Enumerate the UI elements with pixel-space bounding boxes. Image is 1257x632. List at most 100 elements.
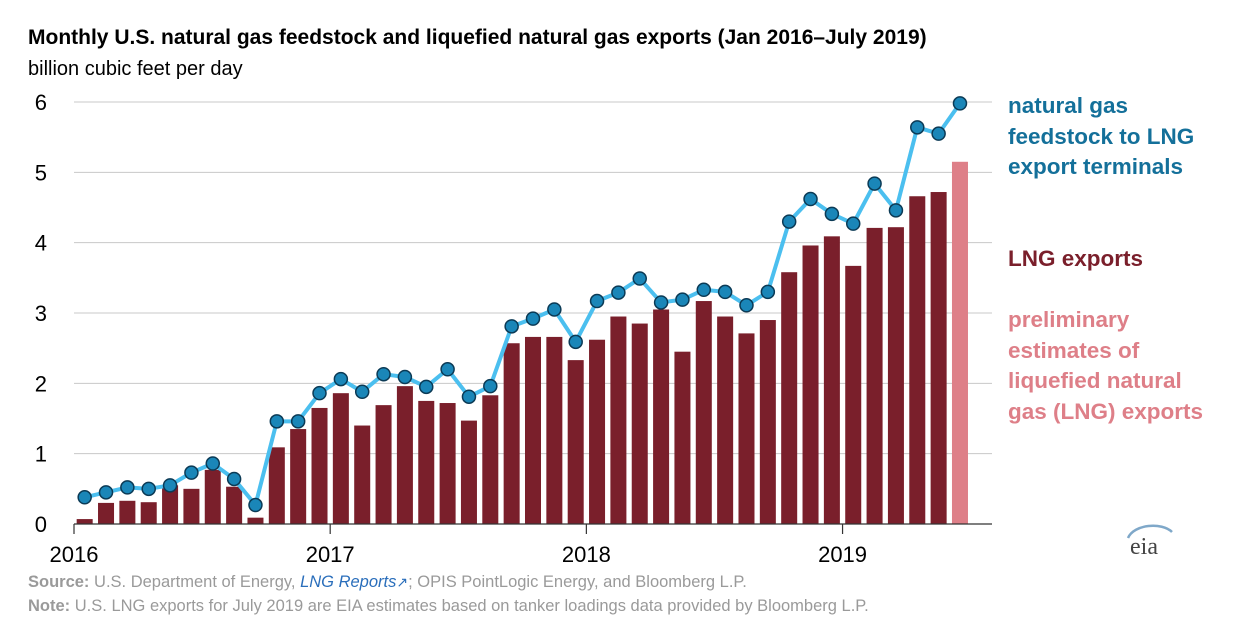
note-text: U.S. LNG exports for July 2019 are EIA e… <box>74 597 869 615</box>
feedstock-point <box>867 176 882 191</box>
feedstock-point <box>483 378 498 394</box>
lng-export-bar <box>909 196 926 524</box>
feedstock-point <box>910 120 925 135</box>
bar-layer <box>76 161 968 525</box>
lng-export-bar <box>98 502 115 524</box>
lng-export-bar <box>781 272 798 524</box>
feedstock-point <box>419 379 434 395</box>
feedstock-point <box>397 369 413 385</box>
lng-export-bar <box>503 343 520 524</box>
feedstock-point <box>248 497 263 513</box>
x-tick-label: 2017 <box>306 542 355 567</box>
lng-export-bar <box>396 386 413 524</box>
legend-preliminary: preliminary estimates of liquefied natur… <box>1008 307 1204 424</box>
footer-source: Source: U.S. Department of Energy, LNG R… <box>28 573 747 592</box>
lng-export-bar <box>674 351 691 524</box>
lng-export-bar <box>695 301 712 524</box>
feedstock-point <box>760 284 776 300</box>
lng-export-bar <box>589 339 606 524</box>
feedstock-point <box>781 214 797 229</box>
feedstock-point <box>611 285 626 300</box>
feedstock-point <box>98 485 114 500</box>
x-tick-label: 2018 <box>562 542 611 567</box>
feedstock-point <box>739 298 754 313</box>
feedstock-point <box>205 456 221 471</box>
chart-title: Monthly U.S. natural gas feedstock and l… <box>28 26 927 49</box>
y-tick-label: 3 <box>35 301 47 326</box>
lng-export-bar <box>887 227 904 524</box>
lng-export-bar <box>866 227 883 524</box>
lng-export-bar <box>119 500 136 524</box>
lng-export-bar <box>802 245 819 525</box>
lng-export-bar <box>482 395 499 524</box>
feedstock-point <box>269 414 285 429</box>
lng-export-bar <box>354 425 371 524</box>
lng-export-bar <box>162 485 179 524</box>
feedstock-point <box>717 284 733 300</box>
lng-export-bar <box>268 447 285 524</box>
svg-text:eia: eia <box>1130 534 1158 560</box>
lng-export-bar <box>823 236 840 524</box>
x-tick-label: 2019 <box>818 542 867 567</box>
feedstock-point <box>675 292 690 307</box>
y-tick-label: 4 <box>35 231 47 256</box>
lng-export-bar <box>247 517 264 524</box>
feedstock-point <box>525 311 541 326</box>
y-tick-label: 6 <box>35 90 47 115</box>
y-tick-label: 1 <box>35 442 47 467</box>
feedstock-point <box>120 480 135 495</box>
source-text: U.S. Department of Energy, <box>94 573 296 591</box>
legend-lng-exports: LNG exports <box>1008 246 1144 271</box>
source-label: Source: <box>28 573 90 591</box>
lng-export-bar <box>140 502 157 524</box>
lng-export-bar <box>439 403 456 524</box>
feedstock-point <box>888 203 904 218</box>
feedstock-point <box>696 282 712 298</box>
feedstock-point <box>803 191 818 207</box>
feedstock-point <box>77 490 92 505</box>
lng-export-bar <box>204 469 221 524</box>
feedstock-point <box>504 319 519 334</box>
feedstock-point <box>184 465 199 480</box>
feedstock-point <box>547 302 562 317</box>
lng-export-bar <box>290 429 307 524</box>
feedstock-point <box>824 206 840 222</box>
lng-export-bar <box>717 316 734 524</box>
lng-export-bar <box>631 323 648 524</box>
lng-export-bar <box>460 420 477 524</box>
lng-export-bar <box>930 192 947 524</box>
lng-export-bar <box>759 320 776 524</box>
feedstock-point <box>952 96 968 111</box>
lng-export-bar <box>332 393 349 524</box>
feedstock-point <box>568 334 583 350</box>
feedstock-point <box>931 126 946 141</box>
eia-logo: eia <box>1126 524 1173 560</box>
lng-reports-link[interactable]: LNG Reports <box>300 573 397 591</box>
feedstock-point <box>226 471 242 487</box>
y-tick-label: 0 <box>35 512 47 537</box>
feedstock-point <box>333 371 349 387</box>
lng-export-bar <box>76 519 93 524</box>
y-tick-label: 5 <box>35 160 47 185</box>
feedstock-point <box>312 385 327 401</box>
lng-export-bar <box>418 400 435 524</box>
preliminary-lng-bar <box>951 161 968 525</box>
feedstock-point <box>461 389 477 404</box>
source-rest: ; OPIS PointLogic Energy, and Bloomberg … <box>408 573 747 591</box>
x-tick-label: 2016 <box>50 542 99 567</box>
feedstock-point <box>632 271 647 286</box>
chart-subtitle: billion cubic feet per day <box>28 58 243 80</box>
footer-note: Note: U.S. LNG exports for July 2019 are… <box>28 597 869 616</box>
lng-export-bar <box>226 486 243 524</box>
line-layer <box>77 96 968 513</box>
feedstock-point <box>290 414 306 429</box>
lng-export-bar <box>311 407 328 524</box>
feedstock-point <box>376 366 391 382</box>
lng-export-bar <box>610 316 627 524</box>
lng-export-bar <box>546 336 563 524</box>
axis-layer: 0 1 2 3 4 5 6 2016 2017 2018 2019 <box>35 90 992 567</box>
lng-export-bar <box>653 309 670 524</box>
lng-export-bar <box>375 405 392 524</box>
note-label: Note: <box>28 597 71 615</box>
